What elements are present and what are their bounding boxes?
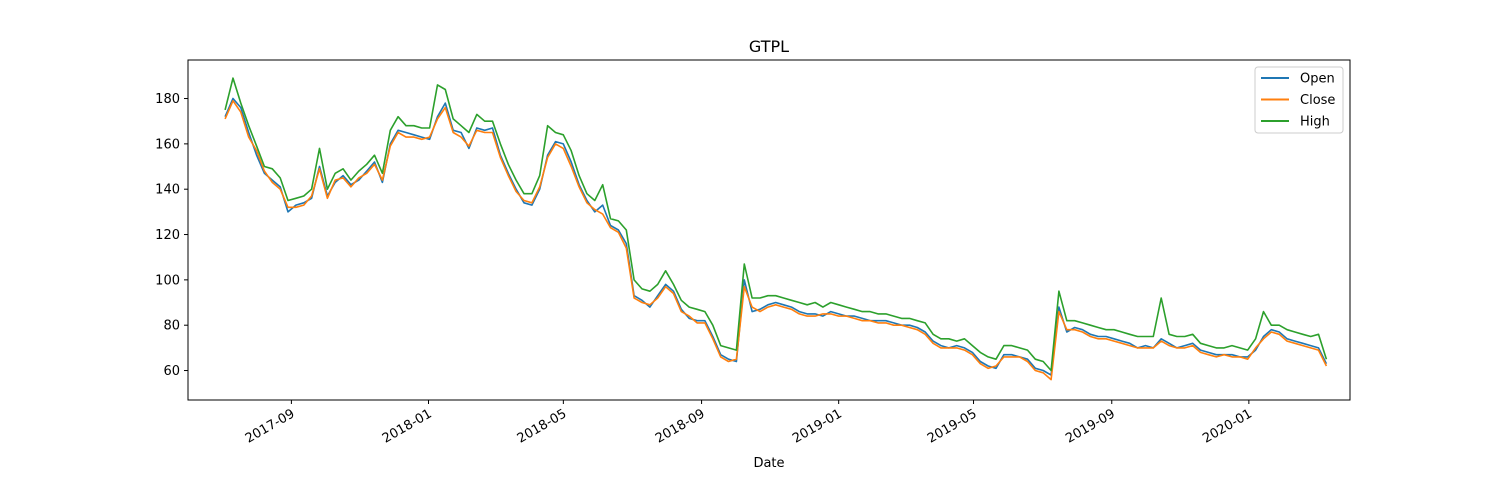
y-tick-label: 60 xyxy=(163,364,180,379)
y-tick-label: 100 xyxy=(155,273,180,288)
chart-title: GTPL xyxy=(749,37,789,56)
legend-label-high: High xyxy=(1300,115,1330,130)
legend-frame xyxy=(1254,66,1344,134)
x-axis-label: Date xyxy=(753,456,784,471)
series-line-close xyxy=(224,100,1328,381)
y-tick-label: 180 xyxy=(155,92,180,107)
series-line-open xyxy=(224,97,1328,376)
y-tick-label: 140 xyxy=(155,183,180,198)
legend-label-open: Open xyxy=(1300,72,1335,87)
legend: Open Close High xyxy=(1254,66,1344,134)
y-tick-label: 160 xyxy=(155,137,180,152)
series-line-high xyxy=(224,77,1328,372)
y-axis: 60 80 100 120 140 160 180 xyxy=(155,92,188,379)
y-tick-label: 80 xyxy=(163,319,180,334)
plot-area xyxy=(224,77,1328,381)
axes-frame xyxy=(187,59,1351,401)
y-tick-label: 120 xyxy=(155,228,180,243)
legend-label-close: Close xyxy=(1300,93,1335,108)
